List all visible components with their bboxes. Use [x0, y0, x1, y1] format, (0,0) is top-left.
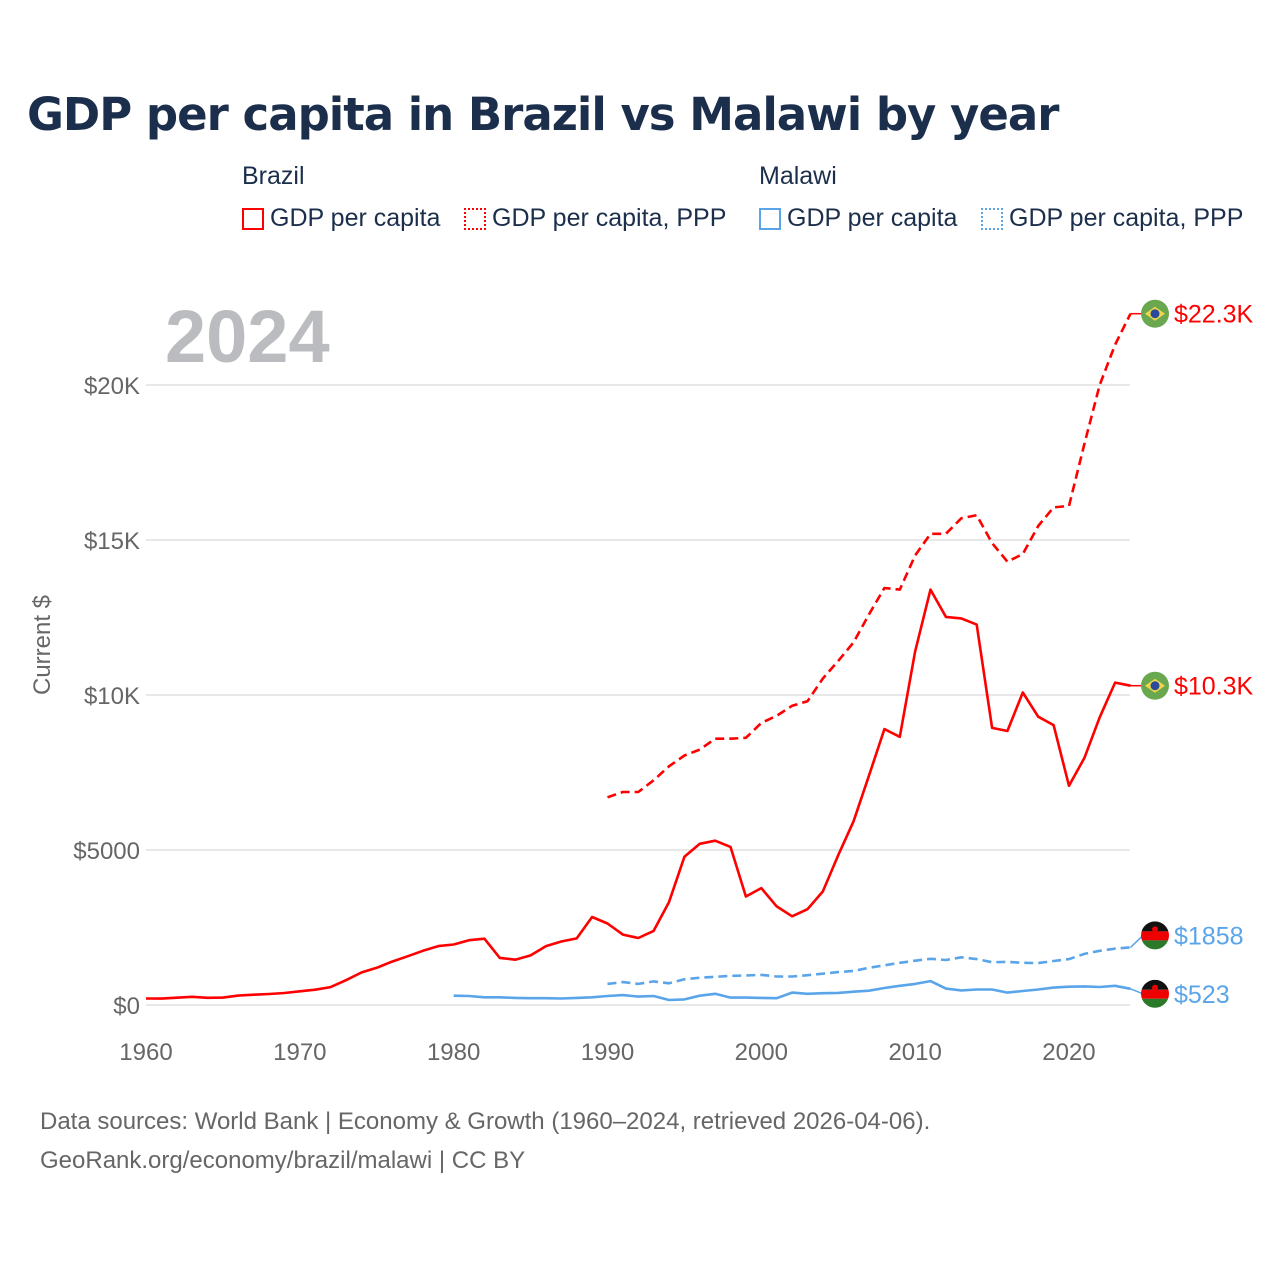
x-tick-label: 1990 [581, 1039, 634, 1066]
y-axis-label: Current $ [29, 595, 56, 695]
end-value-label: $22.3K [1174, 301, 1254, 329]
legend-label: GDP per capita, PPP [492, 204, 727, 232]
malawi-flag-icon [1141, 921, 1169, 950]
x-tick-label: 2020 [1042, 1039, 1095, 1066]
end-connector [1129, 934, 1144, 948]
x-tick-label: 2010 [888, 1039, 941, 1066]
legend-malawi-gdp[interactable]: GDP per capita [759, 204, 957, 233]
legend-label: GDP per capita, PPP [1009, 204, 1244, 232]
year-watermark: 2024 [165, 295, 330, 378]
series-line-0 [145, 588, 1131, 1000]
y-tick-label: $0 [113, 993, 140, 1020]
x-tick-label: 1970 [273, 1039, 326, 1066]
x-tick-label: 1960 [119, 1039, 172, 1066]
x-tick-label: 1980 [427, 1039, 480, 1066]
y-tick-label: $20K [84, 373, 140, 400]
legend-brazil-gdp-ppp[interactable]: GDP per capita, PPP [464, 204, 726, 233]
legend-label: GDP per capita [787, 204, 958, 232]
y-tick-label: $5000 [73, 838, 140, 865]
chart-title: GDP per capita in Brazil vs Malawi by ye… [27, 88, 1059, 141]
series-line-2 [453, 979, 1131, 1002]
series-line-3 [607, 946, 1131, 986]
malawi-flag-icon [1141, 979, 1169, 1008]
legend-group-malawi: Malawi [759, 162, 837, 190]
brazil-flag-icon [1141, 671, 1169, 700]
end-value-label: $10.3K [1174, 673, 1254, 701]
end-connector [1130, 988, 1144, 995]
legend-swatch-dotted-icon [464, 207, 486, 230]
brazil-flag-icon [1141, 299, 1169, 328]
end-value-label: $523 [1174, 981, 1230, 1009]
legend-brazil-gdp[interactable]: GDP per capita [242, 204, 440, 233]
legend-swatch-dotted-icon [981, 207, 1003, 230]
footer-credit: GeoRank.org/economy/brazil/malawi | CC B… [40, 1147, 526, 1174]
legend-malawi-gdp-ppp[interactable]: GDP per capita, PPP [981, 204, 1243, 233]
y-tick-label: $15K [84, 528, 140, 555]
y-tick-label: $10K [84, 683, 140, 710]
footer-sources: Data sources: World Bank | Economy & Gro… [40, 1108, 931, 1135]
legend-label: GDP per capita [270, 204, 441, 232]
legend-swatch-solid-icon [242, 207, 264, 230]
legend-group-brazil: Brazil [242, 162, 305, 190]
x-tick-label: 2000 [735, 1039, 788, 1066]
legend-swatch-solid-icon [759, 207, 781, 230]
end-value-label: $1858 [1174, 922, 1244, 950]
series-line-1 [607, 313, 1132, 799]
